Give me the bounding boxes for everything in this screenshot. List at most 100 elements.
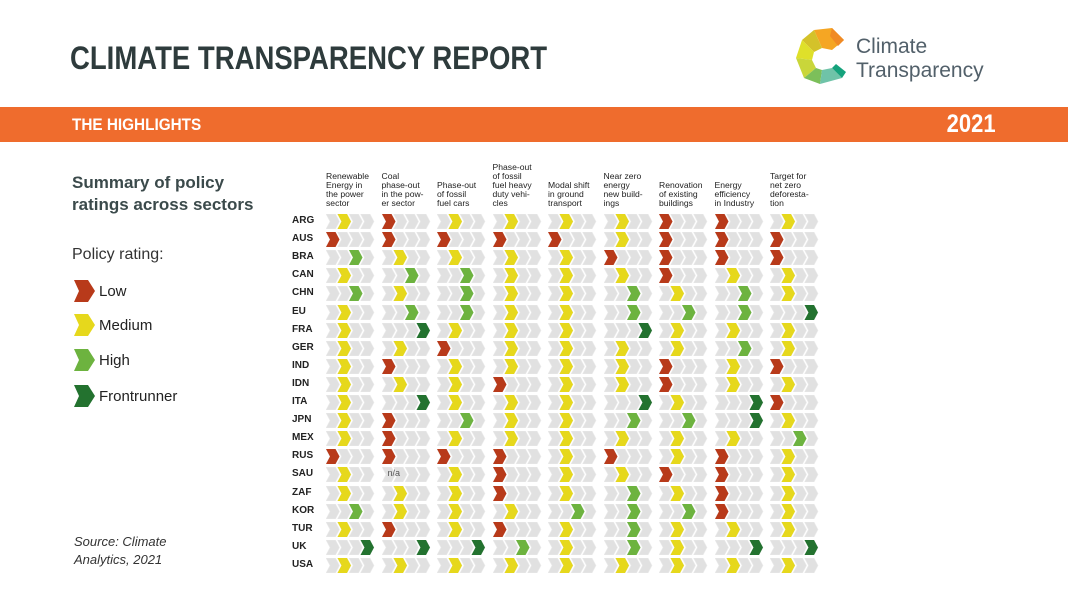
- rating-cell: [714, 431, 765, 447]
- track-segment: [714, 286, 729, 302]
- rating-track: [714, 358, 763, 374]
- track-segment: [714, 521, 729, 537]
- track-segment: [548, 503, 562, 519]
- track-segment: [360, 395, 375, 410]
- track-segment: [603, 304, 618, 320]
- rating-marker-medium: [559, 557, 573, 573]
- track-segment: [804, 431, 819, 447]
- track-segment: [792, 449, 807, 465]
- rating-marker-frontrunner: [638, 395, 652, 410]
- rating-cell: [714, 340, 765, 356]
- rating-track: [714, 322, 763, 338]
- rating-track: [326, 340, 375, 356]
- rating-marker-medium: [781, 485, 795, 501]
- country-label: TUR: [292, 522, 313, 534]
- rating-marker-high: [349, 286, 363, 302]
- track-segment: [404, 521, 419, 537]
- rating-track: [548, 376, 597, 392]
- column-header-line: Target for: [770, 171, 807, 181]
- rating-track: [603, 340, 652, 356]
- rating-track: [770, 521, 819, 537]
- rating-marker-medium: [448, 322, 462, 338]
- track-segment: [582, 304, 597, 320]
- rating-marker-low: [381, 431, 395, 447]
- track-segment: [804, 557, 819, 573]
- rating-cell: [548, 232, 598, 248]
- track-segment: [437, 286, 451, 302]
- rating-cell: [770, 449, 820, 465]
- track-segment: [404, 250, 419, 266]
- rating-cell: [437, 395, 487, 410]
- track-segment: [748, 503, 763, 519]
- track-segment: [548, 431, 562, 447]
- rating-cell: [381, 431, 432, 447]
- rating-marker-medium: [337, 431, 351, 447]
- track-segment: [437, 467, 451, 483]
- track-segment: [526, 557, 541, 573]
- rating-cell: [437, 431, 487, 447]
- track-segment: [471, 467, 486, 483]
- rating-marker-low: [437, 232, 451, 248]
- rating-marker-frontrunner: [804, 304, 818, 320]
- rating-marker-medium: [670, 449, 684, 465]
- rating-cell: [437, 539, 487, 555]
- rating-cell: [603, 376, 654, 392]
- legend-label: High: [99, 351, 130, 369]
- rating-track: [770, 250, 819, 266]
- rating-marker-high: [404, 304, 418, 320]
- rating-track: [326, 322, 375, 338]
- rating-track: [326, 232, 375, 248]
- track-segment: [626, 376, 641, 392]
- track-segment: [404, 539, 419, 555]
- track-segment: [725, 503, 740, 519]
- rating-marker-high: [571, 503, 585, 519]
- track-segment: [448, 449, 463, 465]
- track-segment: [515, 485, 530, 501]
- track-segment: [725, 539, 740, 555]
- rating-cell: [659, 232, 709, 248]
- rating-track: [492, 395, 541, 410]
- track-segment: [404, 214, 419, 229]
- track-segment: [582, 286, 597, 302]
- rating-cell: [603, 395, 654, 410]
- rating-track: [492, 521, 541, 537]
- rating-track: [437, 539, 486, 555]
- track-segment: [459, 395, 474, 410]
- rating-cell: [492, 358, 543, 374]
- rating-track: [381, 557, 430, 573]
- rating-cell: [492, 322, 543, 338]
- rating-cell: [770, 232, 820, 248]
- rating-track: [437, 557, 486, 573]
- rating-marker-medium: [615, 557, 629, 573]
- track-segment: [404, 340, 419, 356]
- rating-marker-low: [548, 232, 562, 248]
- track-segment: [725, 214, 740, 229]
- track-segment: [792, 304, 807, 320]
- chevron-frontrunner-icon: [74, 385, 95, 407]
- track-segment: [548, 268, 562, 284]
- rating-track: [770, 340, 819, 356]
- rating-marker-medium: [393, 286, 407, 302]
- track-segment: [714, 413, 729, 429]
- track-segment: [748, 214, 763, 229]
- rating-track: [603, 304, 652, 320]
- track-segment: [626, 340, 641, 356]
- track-segment: [637, 557, 652, 573]
- rating-cell: [770, 304, 820, 320]
- track-segment: [792, 340, 807, 356]
- track-segment: [582, 431, 597, 447]
- rating-marker-medium: [559, 358, 573, 374]
- rating-track: [714, 485, 763, 501]
- track-segment: [714, 268, 729, 284]
- track-segment: [714, 539, 729, 555]
- track-segment: [437, 214, 451, 229]
- rating-cell: [659, 539, 709, 555]
- rating-track: [548, 286, 597, 302]
- rating-track: [714, 413, 763, 429]
- not-applicable-label: n/a: [387, 468, 401, 479]
- track-segment: [459, 214, 474, 229]
- column-header-line: Modal shift: [548, 180, 590, 190]
- rating-cell: [492, 268, 543, 284]
- rating-track: [714, 557, 763, 573]
- track-segment: [659, 503, 673, 519]
